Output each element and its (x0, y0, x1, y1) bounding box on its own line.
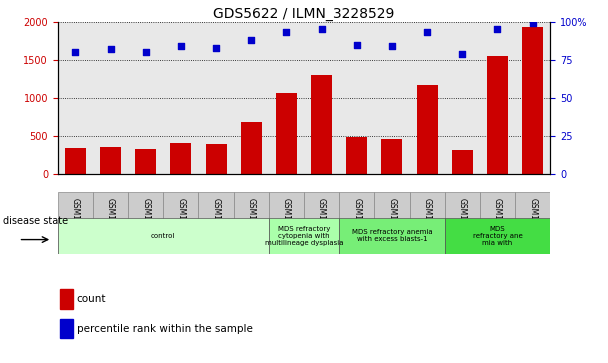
Bar (241, 122, 262, 174)
Point (141, 49, 151, 55)
Bar (410, 192, 444, 254)
Bar (269, 218, 339, 254)
Bar (58, 218, 269, 254)
Bar (346, 137, 367, 174)
Text: GSM1515759: GSM1515759 (528, 198, 537, 249)
Bar (206, 144, 227, 174)
Bar (198, 192, 233, 254)
Bar (311, 75, 332, 174)
Text: GSM1515757: GSM1515757 (458, 198, 467, 249)
Bar (480, 192, 515, 254)
Bar (128, 192, 164, 254)
Bar (170, 143, 192, 174)
Bar (444, 192, 480, 254)
Bar (233, 192, 269, 254)
Point (317, 26, 326, 32)
Text: GSM1515747: GSM1515747 (106, 198, 115, 249)
Text: MDS
refractory ane
mia with: MDS refractory ane mia with (472, 226, 522, 246)
Bar (375, 192, 410, 254)
Point (457, 51, 467, 57)
Bar (381, 139, 402, 174)
Bar (65, 148, 86, 174)
Point (71, 49, 80, 55)
Point (282, 29, 291, 35)
Bar (416, 85, 438, 174)
Bar (135, 150, 156, 174)
Bar (487, 56, 508, 174)
Bar (100, 147, 121, 174)
Bar (60, 289, 73, 309)
Bar (93, 192, 128, 254)
Text: GSM1515755: GSM1515755 (387, 198, 396, 249)
Point (387, 43, 397, 49)
Bar (452, 150, 473, 174)
Point (106, 46, 116, 52)
Text: GSM1515748: GSM1515748 (141, 198, 150, 249)
Text: count: count (77, 294, 106, 304)
Bar (164, 192, 198, 254)
Bar (339, 192, 375, 254)
Text: GSM1515753: GSM1515753 (317, 198, 326, 249)
Text: control: control (151, 233, 176, 239)
Bar (522, 27, 543, 174)
Text: GSM1515752: GSM1515752 (282, 198, 291, 249)
Text: disease state: disease state (3, 216, 68, 227)
Text: GSM1515750: GSM1515750 (212, 198, 221, 249)
Point (528, 20, 537, 26)
Text: GSM1515754: GSM1515754 (352, 198, 361, 249)
Text: MDS refractory
cytopenia with
multilineage dysplasia: MDS refractory cytopenia with multilinea… (264, 226, 344, 246)
Text: GSM1515749: GSM1515749 (176, 198, 185, 249)
Text: GSM1515751: GSM1515751 (247, 198, 256, 249)
Text: percentile rank within the sample: percentile rank within the sample (77, 323, 252, 334)
Bar (339, 218, 444, 254)
Title: GDS5622 / ILMN_3228529: GDS5622 / ILMN_3228529 (213, 7, 395, 21)
Point (422, 29, 432, 35)
Text: GSM1515758: GSM1515758 (493, 198, 502, 249)
Bar (60, 319, 73, 338)
Point (246, 37, 256, 43)
Point (352, 42, 362, 48)
Text: GSM1515756: GSM1515756 (423, 198, 432, 249)
Text: GSM1515746: GSM1515746 (71, 198, 80, 249)
Point (211, 45, 221, 50)
Bar (58, 192, 93, 254)
Bar (276, 93, 297, 174)
Bar (515, 192, 550, 254)
Bar (444, 218, 550, 254)
Point (176, 43, 185, 49)
Bar (304, 192, 339, 254)
Bar (269, 192, 304, 254)
Text: MDS refractory anemia
with excess blasts-1: MDS refractory anemia with excess blasts… (351, 229, 432, 242)
Point (492, 26, 502, 32)
